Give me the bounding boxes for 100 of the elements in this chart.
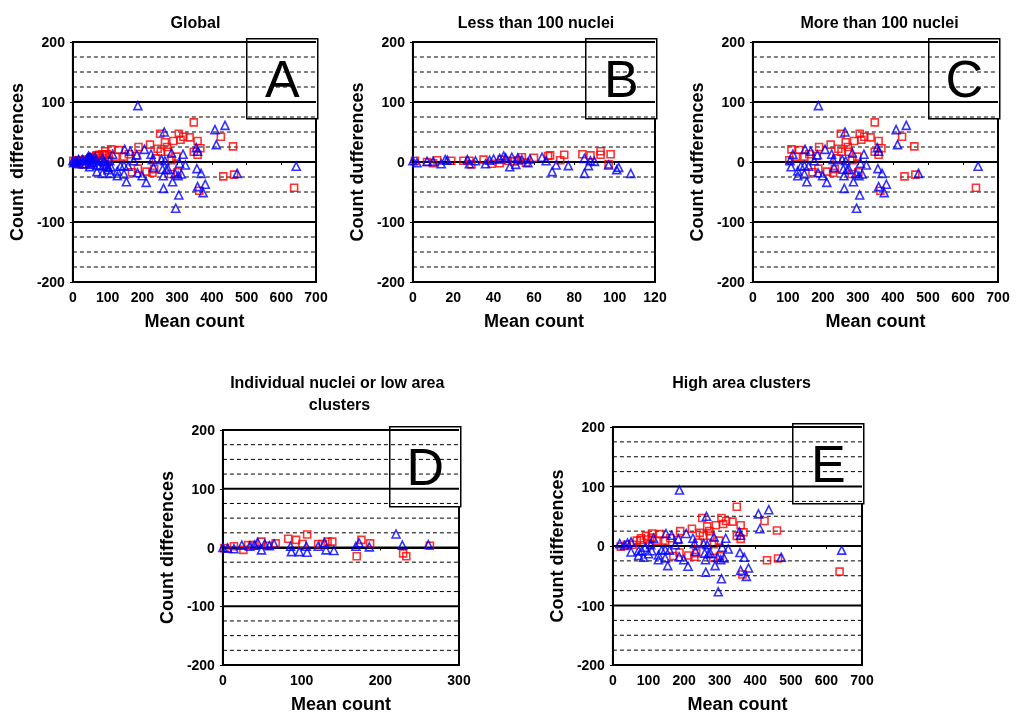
point	[717, 513, 726, 523]
y-tick-label: 100	[581, 478, 606, 495]
point	[913, 168, 924, 179]
point	[826, 149, 837, 159]
point	[841, 137, 850, 147]
x-tick-label: 500	[234, 289, 259, 305]
point	[711, 520, 721, 530]
point	[854, 190, 865, 200]
point	[802, 177, 812, 187]
point	[301, 541, 312, 552]
point	[693, 538, 703, 547]
point	[847, 148, 858, 158]
point	[446, 156, 456, 166]
point	[800, 152, 809, 161]
point	[632, 536, 642, 545]
point	[283, 534, 293, 543]
point	[589, 156, 600, 167]
point	[660, 536, 670, 545]
point	[861, 160, 872, 170]
chart-title: More than 100 nuclei	[800, 13, 959, 31]
point	[509, 157, 519, 166]
point	[697, 513, 707, 523]
point	[541, 156, 551, 166]
x-tick-label: 400	[881, 289, 905, 305]
point	[585, 156, 596, 166]
point	[669, 551, 678, 561]
x-tick-label: 100	[602, 289, 627, 305]
point	[506, 152, 517, 162]
point	[840, 156, 851, 166]
y-axis-title: Count dufferences	[347, 82, 367, 242]
point	[294, 546, 305, 557]
y-tick-label: -100	[576, 597, 606, 614]
point	[866, 133, 875, 142]
point	[870, 118, 880, 127]
x-tick-label: 400	[743, 672, 768, 688]
x-tick-label: 300	[707, 672, 732, 688]
point	[286, 546, 297, 557]
point	[479, 155, 488, 164]
y-tick-label: 200	[381, 34, 406, 50]
point	[826, 140, 835, 149]
x-tick-label: 200	[811, 289, 835, 305]
point	[813, 168, 823, 178]
point	[728, 517, 737, 526]
point	[800, 144, 810, 155]
point	[628, 540, 637, 550]
y-tick-label: 0	[597, 538, 606, 554]
y-tick-label: 200	[41, 34, 66, 50]
y-tick-label: 100	[191, 480, 216, 497]
point	[321, 545, 331, 555]
point	[828, 168, 838, 178]
point	[874, 150, 883, 160]
point	[578, 149, 587, 159]
point	[459, 156, 468, 166]
y-tick-label: -200	[36, 274, 66, 290]
annotation: B	[603, 49, 639, 108]
point	[837, 154, 847, 165]
x-tick-label: 300	[165, 289, 189, 305]
point	[708, 553, 718, 563]
point	[259, 539, 270, 549]
point	[352, 552, 361, 561]
point	[675, 526, 685, 536]
x-tick-label: 300	[846, 289, 870, 305]
x-tick-label: 500	[916, 289, 940, 305]
annotation: C	[945, 49, 984, 108]
point	[792, 171, 803, 181]
point	[787, 145, 796, 154]
point	[302, 547, 312, 557]
point	[364, 542, 375, 552]
point	[799, 160, 810, 171]
y-tick-label: -200	[576, 657, 606, 673]
chart-title: Less than 100 nuclei	[457, 13, 615, 31]
chart-title: High area clusters	[672, 373, 811, 391]
point	[901, 120, 912, 131]
point	[873, 181, 884, 192]
point	[848, 155, 857, 165]
point	[855, 158, 866, 168]
y-tick-label: -100	[376, 214, 406, 230]
x-tick-label: 300	[447, 672, 471, 688]
y-axis-title: Count differences	[547, 469, 567, 623]
chart-title: Global	[170, 13, 221, 31]
point	[596, 146, 605, 156]
point	[786, 162, 796, 172]
y-tick-label: 100	[721, 94, 746, 110]
point	[732, 502, 742, 512]
point	[487, 159, 496, 169]
point	[820, 144, 830, 155]
point	[488, 154, 499, 164]
x-tick-label: 700	[986, 289, 1010, 305]
point	[877, 143, 886, 153]
point	[772, 526, 782, 535]
point	[849, 136, 859, 146]
point	[832, 154, 841, 163]
x-axis-title: Mean count	[687, 694, 788, 714]
y-tick-label: 0	[207, 539, 216, 556]
x-tick-label: 100	[289, 672, 314, 688]
point	[291, 535, 301, 545]
y-tick-label: -200	[376, 274, 406, 290]
x-tick-label: 600	[951, 289, 975, 305]
point	[606, 149, 615, 159]
y-tick-label: 200	[191, 422, 216, 438]
